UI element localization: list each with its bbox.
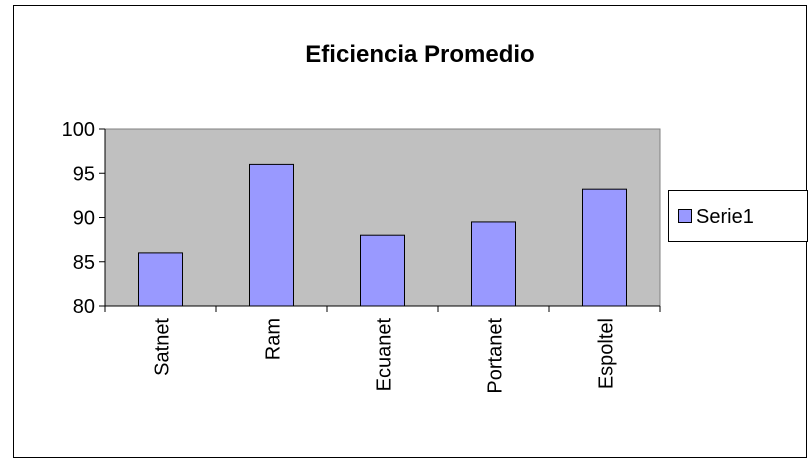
bar [138,252,183,307]
bar [471,221,516,307]
y-tick-label: 85 [73,252,95,274]
x-tick-label: Ecuanet [374,318,396,392]
x-tick-label: Portanet [485,318,507,394]
bar [582,188,627,307]
y-tick-label: 95 [73,163,95,185]
y-tick-label: 90 [73,208,95,230]
x-tick-label: Espoltel [596,318,618,389]
x-tick-label: Ram [263,318,285,360]
legend-label: Serie1 [696,206,754,228]
y-tick-label: 80 [73,296,95,318]
bar [249,163,294,307]
chart-title: Eficiencia Promedio [305,41,534,68]
legend-swatch [678,209,692,223]
y-tick-label: 100 [62,119,95,141]
x-tick-label: Satnet [152,318,174,376]
bar [360,234,405,307]
